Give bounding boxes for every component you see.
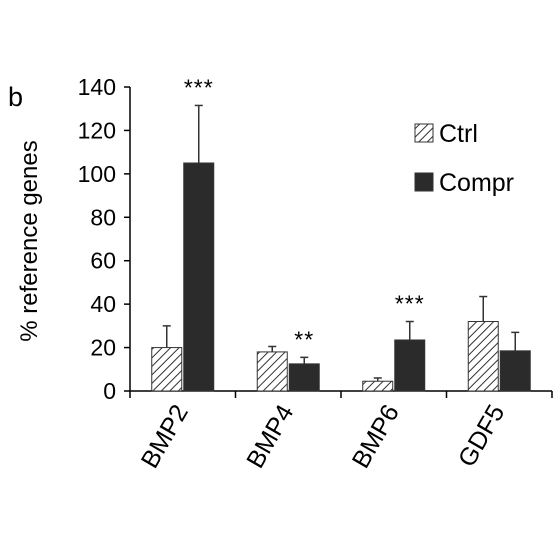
y-tick-label: 80 bbox=[90, 204, 116, 230]
significance-marker: *** bbox=[184, 74, 214, 100]
legend-label: Compr bbox=[439, 169, 514, 197]
bar bbox=[394, 339, 426, 392]
y-tick-label: 100 bbox=[78, 161, 116, 187]
x-tick-label: GDF5 bbox=[453, 400, 511, 472]
x-tick-label: BMP2 bbox=[136, 400, 194, 473]
bar bbox=[499, 350, 531, 392]
legend-swatch bbox=[414, 123, 434, 143]
bar bbox=[467, 321, 499, 392]
legend-swatch bbox=[414, 172, 434, 192]
bar bbox=[151, 347, 183, 392]
y-tick-label: 140 bbox=[78, 74, 116, 100]
y-tick-label: 20 bbox=[90, 335, 116, 361]
x-tick-label: BMP4 bbox=[241, 400, 299, 473]
panel-label: b bbox=[8, 82, 23, 112]
y-tick-label: 0 bbox=[103, 378, 116, 404]
significance-marker: *** bbox=[395, 291, 425, 317]
y-axis-label: % reference genes bbox=[16, 140, 43, 341]
legend-label: Ctrl bbox=[439, 120, 478, 148]
bar bbox=[288, 363, 320, 392]
legend: Ctrl Compr bbox=[414, 120, 514, 197]
y-tick-label: 60 bbox=[90, 248, 116, 274]
bar bbox=[256, 351, 288, 392]
x-tick-label: BMP6 bbox=[347, 400, 405, 473]
y-tick-label: 40 bbox=[90, 291, 116, 317]
bars: ******** bbox=[151, 74, 531, 392]
bar bbox=[362, 380, 394, 392]
significance-marker: ** bbox=[294, 326, 314, 352]
bar bbox=[183, 162, 215, 392]
y-tick-label: 120 bbox=[78, 117, 116, 143]
